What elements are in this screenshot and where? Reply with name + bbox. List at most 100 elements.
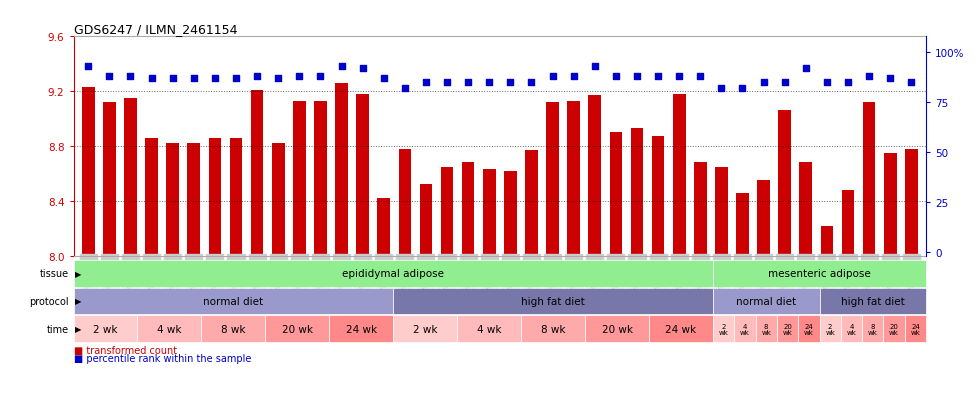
Text: mesenteric adipose: mesenteric adipose [768,268,871,279]
Point [629,74,645,80]
Text: 8
wk: 8 wk [761,323,771,335]
Text: 4 wk: 4 wk [157,324,181,334]
Bar [314,102,326,256]
Text: 8 wk: 8 wk [221,324,246,334]
Bar [419,185,432,256]
Point [481,80,497,86]
Text: 20
wk: 20 wk [783,323,793,335]
Bar [736,193,749,256]
Text: 20 wk: 20 wk [282,324,313,334]
Bar [266,316,329,342]
Point [523,80,539,86]
Point [291,74,307,80]
Text: ■ percentile rank within the sample: ■ percentile rank within the sample [74,353,251,363]
Text: 24
wk: 24 wk [804,323,813,335]
Bar [357,95,368,256]
Text: ▶: ▶ [75,297,82,306]
Bar [715,167,728,256]
Bar [820,226,833,256]
Text: 4
wk: 4 wk [740,323,750,335]
Point [228,76,244,82]
Bar [778,111,791,256]
Bar [712,288,819,315]
Bar [756,316,777,342]
Text: high fat diet: high fat diet [521,296,585,306]
Bar [145,138,158,256]
Point [122,74,138,80]
Point [376,76,392,82]
Bar [758,181,770,256]
Point [313,74,328,80]
Text: normal diet: normal diet [736,296,797,306]
Text: protocol: protocol [29,296,69,306]
Bar [905,316,926,342]
Point [565,74,581,80]
Bar [884,154,897,256]
Bar [74,288,393,315]
Point [671,74,687,80]
Bar [777,316,798,342]
Bar [329,316,393,342]
Bar [462,163,474,256]
Bar [525,151,538,256]
Point [80,64,96,70]
Bar [694,163,707,256]
Bar [209,138,221,256]
Bar [819,288,926,315]
Bar [271,144,284,256]
Point [355,66,370,72]
Point [102,74,118,80]
Point [270,76,286,82]
Bar [167,144,179,256]
Bar [798,316,819,342]
Point [693,74,709,80]
Bar [202,316,266,342]
Text: 4 wk: 4 wk [477,324,502,334]
Point [819,80,835,86]
Bar [393,316,457,342]
Bar [905,150,917,256]
Bar [673,95,686,256]
Point [840,80,856,86]
Point [904,80,919,86]
Text: 24 wk: 24 wk [346,324,377,334]
Point [545,74,561,80]
Bar [251,90,264,256]
Bar [842,190,855,256]
Point [756,80,771,86]
Text: time: time [46,324,69,334]
Point [439,80,455,86]
Point [165,76,180,82]
Point [713,85,729,92]
Bar [504,171,516,256]
Text: 2
wk: 2 wk [718,323,728,335]
Bar [393,288,712,315]
Bar [521,316,585,342]
Bar [631,129,643,256]
Bar [841,316,862,342]
Bar [335,84,348,256]
Bar [862,316,884,342]
Bar [399,150,412,256]
Text: 24 wk: 24 wk [665,324,697,334]
Bar [712,260,926,287]
Point [333,64,349,70]
Point [249,74,265,80]
Bar [483,170,496,256]
Text: epididymal adipose: epididymal adipose [342,268,444,279]
Bar [74,260,712,287]
Bar [124,99,137,256]
Bar [862,103,875,256]
Bar [546,103,559,256]
Bar [82,88,95,256]
Bar [74,316,137,342]
Bar [884,316,905,342]
Text: ▶: ▶ [75,269,82,278]
Point [777,80,793,86]
Point [882,76,898,82]
Point [735,85,751,92]
Bar [649,316,712,342]
Text: ▶: ▶ [75,325,82,333]
Bar [585,316,649,342]
Point [207,76,222,82]
